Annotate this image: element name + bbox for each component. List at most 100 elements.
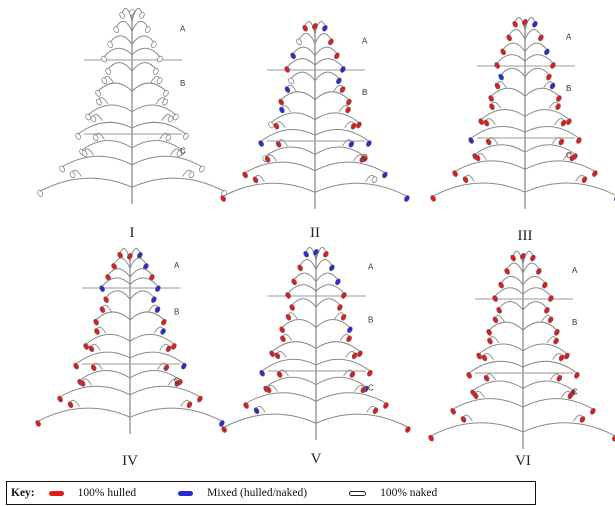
- branch: [502, 42, 526, 52]
- branch: [524, 29, 542, 40]
- spikelet-tip: [105, 68, 111, 75]
- spikelet-tip: [547, 316, 554, 324]
- spikelet-tip: [341, 292, 347, 299]
- spikelet-tip: [59, 165, 65, 173]
- branch: [129, 370, 181, 381]
- branch: [85, 333, 131, 345]
- branch: [524, 144, 576, 155]
- spikelet-tip: [165, 345, 172, 353]
- branch: [315, 247, 327, 261]
- branch: [292, 46, 316, 56]
- spikelet-tip: [488, 95, 494, 102]
- branch: [315, 319, 351, 328]
- branch: [305, 247, 317, 261]
- spikelet-tip: [349, 371, 356, 378]
- spikelet-tip: [468, 137, 474, 144]
- spikelet-tip: [127, 252, 133, 260]
- spikelet-tip: [328, 38, 334, 46]
- branch: [131, 8, 143, 22]
- branch: [314, 71, 340, 81]
- spikelet-tip: [274, 352, 281, 360]
- spikelet-tip: [481, 354, 488, 362]
- spikelet-tip: [522, 18, 528, 26]
- branch: [496, 54, 526, 64]
- spikelet-tip: [542, 281, 548, 289]
- branch: [478, 343, 524, 355]
- branch: [315, 358, 371, 372]
- spikelet-tip: [359, 156, 366, 163]
- spikelet-tip: [176, 150, 183, 157]
- branch: [524, 87, 560, 97]
- branch: [490, 87, 526, 97]
- spikelet-tip: [90, 115, 97, 123]
- spikelet-tip: [93, 318, 99, 326]
- naked-swatch-icon: [349, 490, 367, 496]
- spikelet-tip: [155, 285, 161, 292]
- spikelet-tip: [107, 41, 113, 48]
- spikelet-tip: [302, 24, 308, 32]
- branch: [314, 182, 408, 197]
- spikelet-tip: [279, 326, 285, 334]
- spikelet-tip: [151, 41, 157, 48]
- spikelet-tip: [290, 52, 296, 60]
- branch: [105, 290, 131, 300]
- spikelet-tip: [498, 281, 504, 289]
- spikelet-tip: [478, 118, 484, 125]
- branch: [522, 360, 578, 374]
- branch: [129, 311, 165, 321]
- spikelet-tip: [366, 140, 372, 147]
- branch: [522, 262, 540, 274]
- spikelet-tip: [153, 68, 159, 75]
- spikelet-tip: [162, 98, 168, 106]
- branch: [522, 398, 594, 410]
- branch: [260, 129, 316, 142]
- branch: [75, 351, 131, 365]
- spikelet-tip: [347, 326, 353, 334]
- branch: [281, 319, 317, 328]
- spikelet-tip: [163, 90, 169, 97]
- spikelet-tip: [268, 121, 274, 129]
- branch: [314, 146, 366, 157]
- spikelet-tip: [345, 106, 351, 114]
- branch: [454, 160, 526, 172]
- branch: [131, 82, 167, 92]
- spikelet-tip: [506, 34, 512, 42]
- key-label-mixed: Mixed (hulled/naked): [207, 487, 308, 499]
- spikelet-tip: [339, 86, 346, 93]
- branch: [79, 370, 131, 381]
- section-label-a: A: [174, 261, 180, 270]
- branch: [432, 182, 526, 197]
- spikelet-tip: [289, 304, 295, 311]
- branch: [97, 82, 133, 92]
- branch: [131, 47, 161, 58]
- branch: [113, 257, 131, 269]
- spikelet-tip: [430, 195, 436, 202]
- legend-key: Key: 100% hulled Mixed (hulled/naked) 10…: [6, 481, 536, 505]
- spikelet-tip: [450, 408, 456, 415]
- spikelet-tip: [564, 352, 570, 360]
- key-label-naked: 100% naked: [380, 487, 438, 499]
- spikelet-tip: [75, 133, 81, 140]
- spikelet-tip: [151, 296, 157, 303]
- mixed-swatch-icon: [178, 490, 194, 496]
- branch: [508, 29, 526, 40]
- spikelet-tip: [574, 372, 580, 379]
- spikelet-tip: [558, 354, 565, 362]
- spikelet-tip: [183, 133, 189, 140]
- key-item-naked: 100% naked: [349, 487, 437, 499]
- spikelet-tip: [57, 395, 63, 403]
- branch: [524, 126, 580, 139]
- spikelet-tip: [560, 119, 567, 127]
- spikelet-tip: [154, 306, 161, 313]
- branch: [290, 71, 316, 81]
- spikelet-tip: [186, 401, 193, 409]
- branch: [129, 290, 155, 300]
- spikelet-tip: [99, 306, 106, 313]
- section-label-b: B: [362, 88, 367, 97]
- spikelet-tip: [340, 66, 346, 73]
- panicle-panel-I: A B C I: [37, 8, 227, 241]
- spikelet-tip: [576, 137, 582, 144]
- section-label-a: A: [180, 24, 186, 33]
- panel-numeral: IV: [122, 453, 138, 469]
- spikelet-tip: [288, 77, 294, 85]
